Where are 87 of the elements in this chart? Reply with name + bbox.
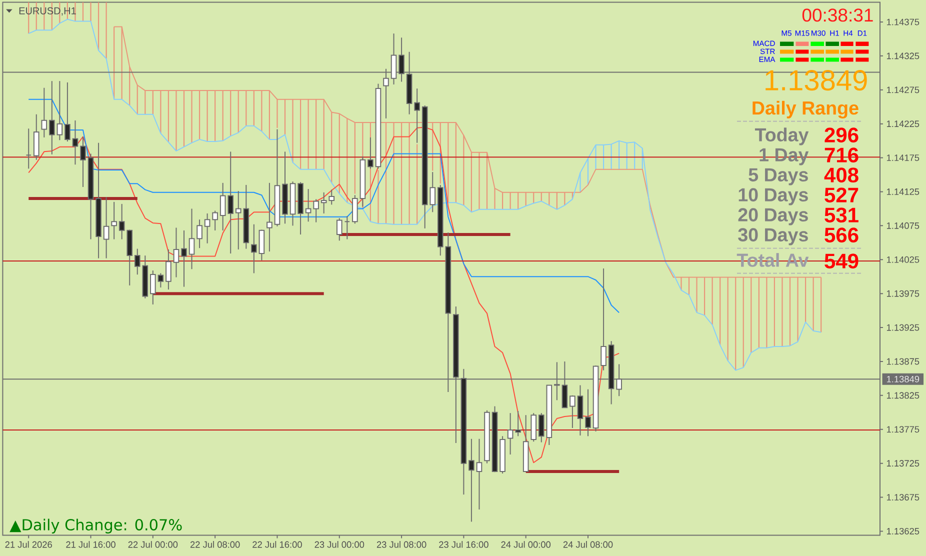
annotation: 30 Days bbox=[738, 228, 808, 246]
candlestick bbox=[49, 80, 55, 155]
candlestick bbox=[476, 438, 482, 510]
candlestick bbox=[313, 198, 319, 223]
candlestick bbox=[220, 182, 226, 231]
y-tick-label: 1.14025 bbox=[886, 256, 920, 263]
candlestick bbox=[507, 412, 514, 455]
candlestick bbox=[251, 224, 257, 274]
candlestick bbox=[430, 172, 436, 213]
candlestick bbox=[166, 248, 172, 290]
annotation: ▲Daily Change: 0.07% bbox=[10, 518, 182, 534]
annotation: 10 Days bbox=[738, 188, 808, 206]
x-tick-label: 23 Jul 08:00 bbox=[376, 541, 426, 548]
x-tick-label: 22 Jul 16:00 bbox=[252, 541, 302, 548]
candlestick bbox=[204, 212, 210, 244]
y-tick-label: 1.13725 bbox=[886, 460, 920, 467]
y-tick-label: 1.13925 bbox=[886, 324, 920, 331]
candlestick bbox=[352, 194, 358, 224]
candlestick bbox=[181, 230, 187, 288]
y-tick-label: 1.14175 bbox=[886, 154, 920, 161]
candlestick bbox=[305, 188, 312, 222]
candlestick bbox=[228, 151, 234, 254]
candlestick bbox=[258, 229, 265, 261]
candlestick bbox=[515, 410, 521, 437]
candlestick bbox=[26, 128, 32, 170]
y-tick-label: 1.13825 bbox=[886, 392, 920, 399]
candlestick bbox=[368, 136, 374, 170]
candlestick bbox=[41, 87, 48, 138]
candlestick bbox=[600, 268, 606, 371]
y-tick-label: 1.13675 bbox=[886, 494, 920, 501]
candlestick bbox=[577, 384, 584, 436]
y-tick-label: 1.13775 bbox=[886, 426, 920, 433]
annotation: 296 bbox=[824, 128, 858, 142]
y-tick-label: 1.14225 bbox=[886, 120, 920, 128]
x-tick-label: 21 Jul 16:00 bbox=[66, 541, 116, 548]
y-tick-label: 1.14325 bbox=[886, 52, 920, 60]
annotation: 1.13849 bbox=[766, 70, 867, 91]
candlestick bbox=[64, 82, 70, 142]
candlestick bbox=[212, 210, 218, 231]
y-tick-label: 1.14075 bbox=[886, 222, 920, 229]
chart-title: EURUSD,H1 bbox=[19, 7, 76, 16]
candlestick bbox=[103, 196, 110, 259]
candlestick bbox=[414, 88, 420, 144]
candlestick bbox=[538, 412, 544, 443]
y-tick-label: 1.14125 bbox=[886, 188, 920, 195]
annotation: Today bbox=[754, 128, 809, 146]
x-tick-label: 21 Jul 2026 bbox=[5, 541, 52, 548]
candlestick bbox=[570, 394, 576, 429]
x-tick-label: 23 Jul 16:00 bbox=[439, 541, 488, 548]
annotation: 531 bbox=[824, 208, 858, 223]
candlestick bbox=[72, 120, 78, 166]
x-tick-label: 22 Jul 00:00 bbox=[128, 541, 178, 548]
candlestick bbox=[266, 182, 272, 252]
annotation: Daily Range bbox=[752, 100, 858, 118]
candlestick bbox=[150, 270, 156, 305]
x-tick-label: 23 Jul 00:00 bbox=[314, 541, 364, 548]
x-tick-label: 24 Jul 00:00 bbox=[501, 541, 551, 548]
candlestick bbox=[56, 80, 63, 141]
candlestick bbox=[118, 203, 125, 240]
ref-line-label: 1.13849 bbox=[886, 376, 920, 382]
candlestick bbox=[188, 208, 195, 270]
candlestick bbox=[196, 219, 202, 249]
y-tick-label: 1.13875 bbox=[886, 358, 920, 365]
candlestick bbox=[111, 201, 117, 240]
y-tick-label: 1.13975 bbox=[886, 290, 920, 297]
candlestick bbox=[173, 227, 180, 278]
candlestick bbox=[320, 192, 327, 214]
annotation: 00:38:31 bbox=[802, 8, 873, 22]
candlestick bbox=[336, 218, 342, 242]
candlestick bbox=[158, 272, 164, 288]
y-tick-label: 1.13625 bbox=[886, 528, 920, 534]
candlestick bbox=[468, 438, 474, 522]
candlestick bbox=[235, 190, 242, 250]
candlestick bbox=[328, 189, 335, 206]
x-tick-label: 22 Jul 08:00 bbox=[190, 541, 240, 548]
candlestick bbox=[344, 216, 350, 240]
candlestick bbox=[585, 388, 591, 437]
x-tick-label: 24 Jul 08:00 bbox=[563, 541, 613, 548]
annotation: 5 Days bbox=[748, 168, 808, 186]
candlestick bbox=[80, 136, 86, 188]
y-tick-label: 1.14275 bbox=[886, 86, 920, 94]
annotation: 566 bbox=[824, 228, 858, 242]
y-tick-label: 1.14375 bbox=[886, 18, 920, 26]
annotation: 527 bbox=[824, 188, 858, 202]
candlestick bbox=[33, 114, 40, 160]
annotation: 408 bbox=[824, 168, 858, 182]
annotation: 20 Days bbox=[738, 208, 808, 226]
